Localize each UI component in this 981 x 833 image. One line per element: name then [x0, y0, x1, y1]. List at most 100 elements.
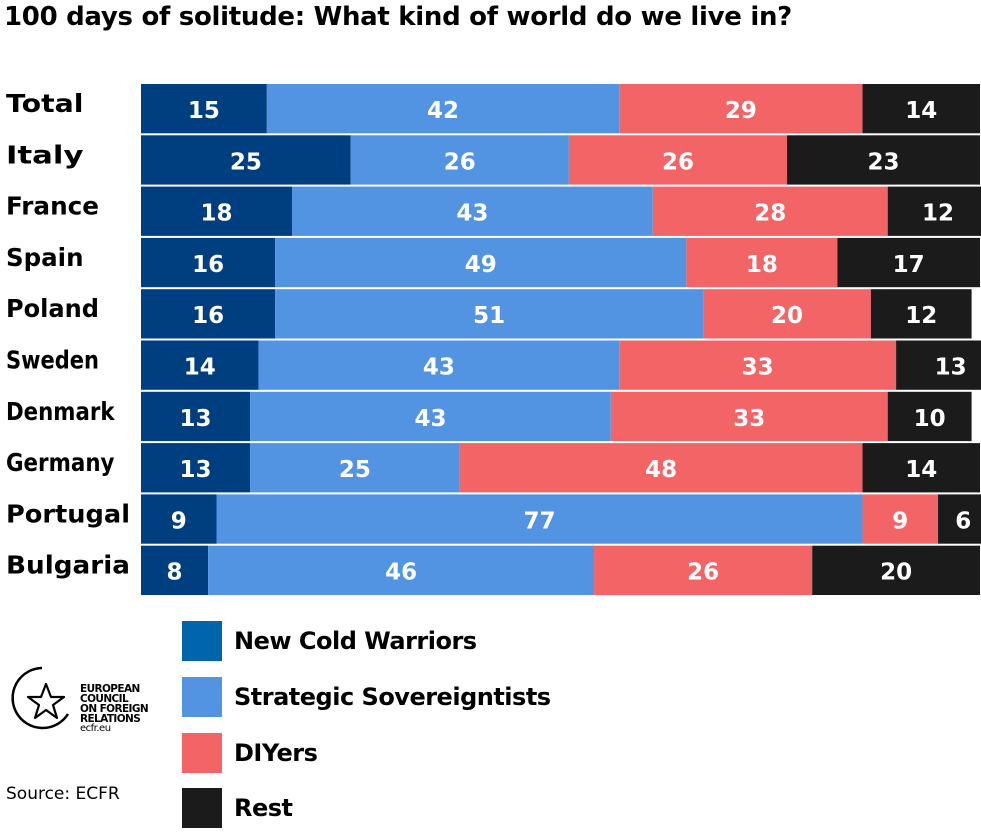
data-label-total-diyers: 29: [725, 98, 757, 124]
data-label-italy-diyers: 26: [662, 149, 694, 175]
bar-segment-spain-rest: [837, 237, 980, 288]
data-label-italy-new-cold-warriors: 25: [230, 149, 262, 175]
bar-segment-italy-new-cold-warriors: [141, 135, 351, 185]
star-circle-icon: [11, 666, 70, 730]
data-label-total-rest: 14: [905, 98, 937, 124]
data-label-denmark-strategic-sovereigntists: 43: [414, 406, 446, 432]
bar-segment-france-diyers: [652, 186, 888, 236]
bar-segment-italy-rest: [787, 135, 980, 185]
stacked-bar-chart: Total 15 42 29 14 Italy 25 26 26 23 France 18 43 28 12…: [6, 84, 981, 595]
legend-label: Strategic Sovereigntists: [234, 683, 551, 711]
data-label-denmark-new-cold-warriors: 13: [180, 406, 212, 432]
category-label-spain: Spain: [6, 243, 84, 272]
data-label-bulgaria-strategic-sovereigntists: 46: [385, 560, 417, 586]
data-label-france-new-cold-warriors: 18: [201, 201, 233, 227]
legend-swatch: [182, 788, 222, 828]
legend-label: New Cold Warriors: [234, 627, 477, 655]
bar-segment-portugal-diyers: [862, 494, 939, 544]
category-label-sweden: Sweden: [6, 346, 99, 375]
data-label-germany-diyers: 48: [645, 457, 677, 483]
org-name-line: EUROPEAN: [80, 683, 140, 695]
data-label-sweden-rest: 13: [935, 355, 967, 381]
bar-segment-bulgaria-new-cold-warriors: [141, 545, 209, 595]
data-label-spain-diyers: 18: [746, 252, 778, 278]
legend-label: DIYers: [234, 739, 318, 767]
data-label-germany-strategic-sovereigntists: 25: [339, 457, 371, 483]
bar-segment-germany-new-cold-warriors: [141, 443, 251, 493]
bar-segment-poland-strategic-sovereigntists: [275, 289, 704, 339]
category-label-bulgaria: Bulgaria: [6, 551, 130, 580]
data-label-italy-rest: 23: [868, 149, 900, 175]
data-label-germany-new-cold-warriors: 13: [180, 457, 212, 483]
bar-segment-total-strategic-sovereigntists: [266, 84, 620, 134]
data-label-total-strategic-sovereigntists: 42: [427, 98, 459, 124]
category-label-france: France: [6, 192, 99, 221]
data-label-france-diyers: 28: [754, 201, 786, 227]
bar-segment-germany-rest: [862, 443, 980, 493]
category-label-total: Total: [6, 89, 84, 118]
bar-segment-germany-strategic-sovereigntists: [250, 443, 460, 493]
data-label-italy-strategic-sovereigntists: 26: [444, 149, 476, 175]
data-label-portugal-diyers: 9: [892, 508, 908, 534]
source-note: Source: ECFR: [6, 784, 120, 804]
bar-segment-portugal-rest: [938, 494, 981, 544]
data-label-denmark-rest: 10: [914, 406, 946, 432]
bar-segment-sweden-new-cold-warriors: [141, 340, 259, 390]
bar-segment-italy-diyers: [568, 135, 788, 185]
category-label-italy: Italy: [6, 140, 84, 169]
bar-segment-bulgaria-strategic-sovereigntists: [208, 545, 595, 595]
bar-segment-spain-diyers: [686, 237, 838, 288]
legend-swatch: [182, 677, 222, 717]
data-label-poland-diyers: 20: [771, 303, 803, 329]
data-label-spain-new-cold-warriors: 16: [192, 252, 224, 278]
bar-segment-total-diyers: [619, 84, 863, 134]
bar-segment-bulgaria-diyers: [594, 545, 813, 595]
data-label-sweden-diyers: 33: [742, 355, 774, 381]
bar-segment-poland-rest: [870, 289, 972, 339]
chart-title: 100 days of solitude: What kind of world…: [4, 2, 792, 32]
category-label-denmark: Denmark: [6, 397, 116, 426]
category-label-poland: Poland: [6, 294, 99, 323]
bar-segment-poland-new-cold-warriors: [141, 289, 276, 339]
bar-segment-poland-diyers: [703, 289, 871, 339]
data-label-bulgaria-new-cold-warriors: 8: [167, 560, 183, 586]
bar-segment-france-strategic-sovereigntists: [292, 186, 653, 236]
bar-segment-sweden-diyers: [619, 340, 897, 390]
bar-segment-total-new-cold-warriors: [141, 84, 267, 134]
legend-swatch: [182, 733, 222, 773]
data-label-spain-rest: 17: [893, 252, 925, 278]
org-name-line: ON FOREIGN: [80, 703, 149, 715]
org-url: ecfr.eu: [80, 723, 111, 734]
data-label-poland-new-cold-warriors: 16: [192, 303, 224, 329]
legend-swatch: [182, 621, 222, 661]
data-label-france-strategic-sovereigntists: 43: [456, 201, 488, 227]
bar-segment-portugal-strategic-sovereigntists: [216, 494, 863, 544]
bar-segment-sweden-strategic-sovereigntists: [258, 340, 620, 390]
ecfr-logo: EUROPEAN COUNCIL ON FOREIGN RELATIONS ec…: [6, 662, 156, 762]
data-label-bulgaria-rest: 20: [880, 560, 912, 586]
bar-segment-france-new-cold-warriors: [141, 186, 293, 236]
data-label-portugal-strategic-sovereigntists: 77: [524, 508, 556, 534]
legend-item-strategic-sovereigntists: Strategic Sovereigntists: [182, 677, 551, 717]
bar-segment-spain-new-cold-warriors: [141, 237, 276, 288]
bar-segment-bulgaria-rest: [812, 545, 980, 595]
bar-segment-italy-strategic-sovereigntists: [350, 135, 569, 185]
bar-segment-spain-strategic-sovereigntists: [275, 237, 687, 288]
bar-segment-denmark-strategic-sovereigntists: [250, 391, 611, 442]
data-label-poland-strategic-sovereigntists: 51: [473, 303, 505, 329]
legend-item-diyers: DIYers: [182, 733, 318, 773]
bar-segment-sweden-rest: [896, 340, 981, 390]
data-label-denmark-diyers: 33: [733, 406, 765, 432]
bar-segment-france-rest: [887, 186, 981, 236]
data-label-total-new-cold-warriors: 15: [188, 98, 220, 124]
data-label-portugal-rest: 6: [955, 508, 971, 534]
data-label-sweden-new-cold-warriors: 14: [184, 355, 216, 381]
legend-label: Rest: [234, 794, 293, 822]
bar-segment-total-rest: [862, 84, 980, 134]
legend-item-rest: Rest: [182, 788, 293, 828]
bar-segment-denmark-diyers: [610, 391, 888, 442]
bar-segment-denmark-rest: [887, 391, 972, 442]
legend-item-new-cold-warriors: New Cold Warriors: [182, 621, 477, 661]
category-label-germany: Germany: [6, 448, 115, 477]
org-name-line: COUNCIL: [80, 693, 129, 705]
